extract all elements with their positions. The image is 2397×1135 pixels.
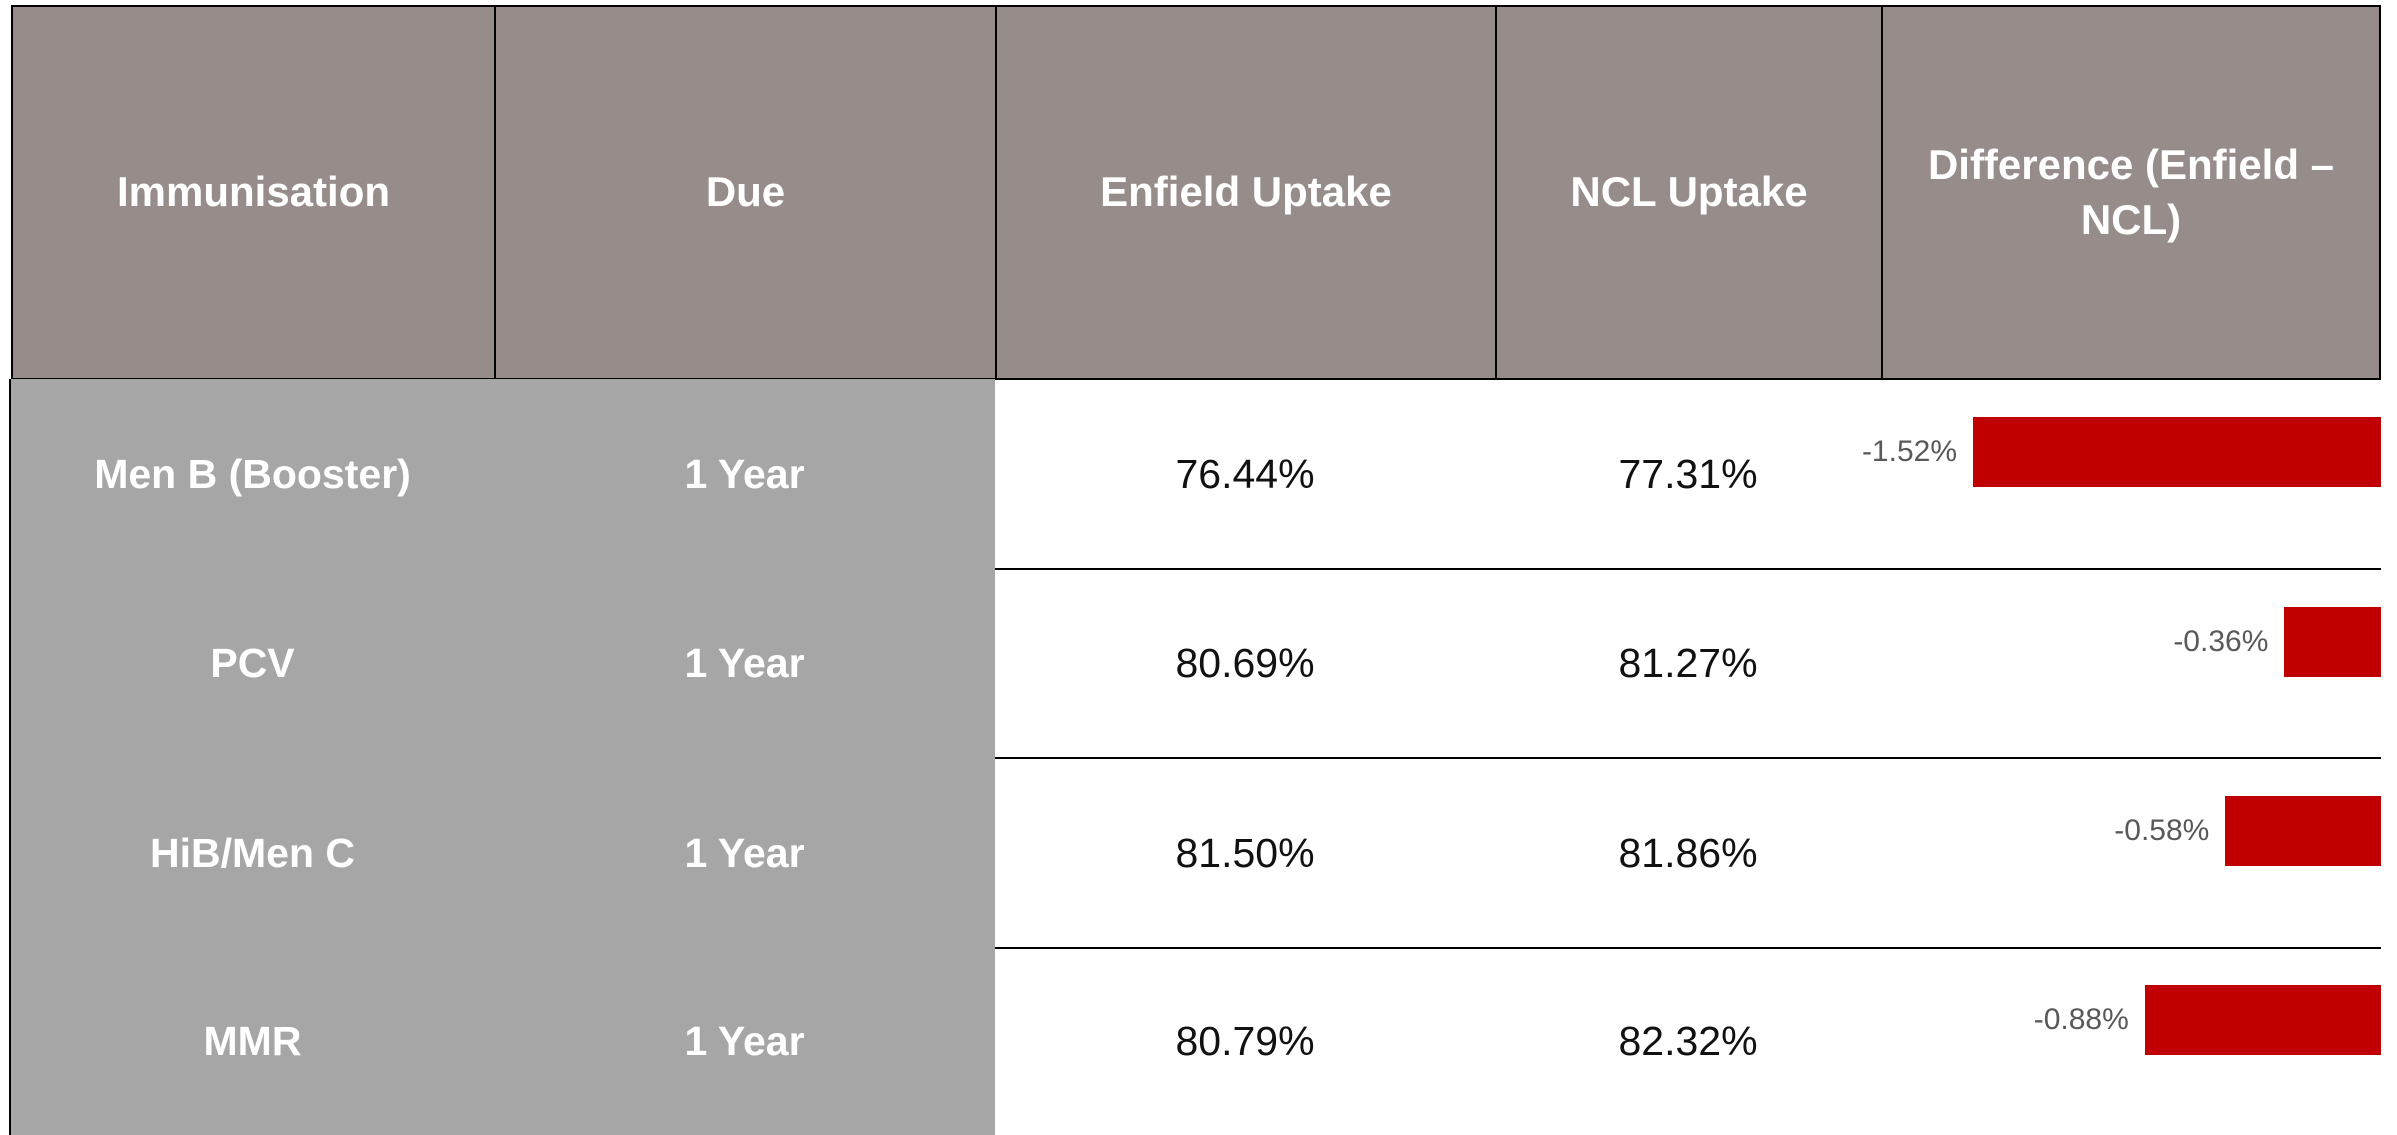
row-label: Men B (Booster)	[11, 379, 494, 569]
row-label: 1 Year	[494, 569, 995, 758]
row-divider	[995, 568, 2381, 570]
row-label: PCV	[11, 569, 494, 758]
header-cell: NCL Uptake	[1495, 5, 1883, 380]
value-cell: 81.50%	[1175, 829, 1315, 876]
header-cell: Immunisation	[11, 5, 496, 380]
difference-bar	[2144, 984, 2381, 1055]
value-cell: 82.32%	[1618, 1018, 1758, 1064]
difference-label: -0.58%	[2114, 814, 2210, 847]
value-cell: 76.44%	[1175, 450, 1315, 497]
divider	[9, 379, 11, 1135]
row-label: 1 Year	[494, 379, 995, 569]
difference-bar	[2225, 796, 2381, 866]
value-cell: 81.27%	[1618, 640, 1758, 686]
row-divider	[995, 947, 2381, 949]
difference-label: -0.88%	[2033, 1002, 2129, 1036]
difference-bar	[2284, 606, 2381, 677]
value-cell: 77.31%	[1618, 450, 1758, 497]
row-label: 1 Year	[494, 948, 995, 1135]
header-cell: Enfield Uptake	[995, 5, 1497, 380]
row-label: 1 Year	[494, 758, 995, 948]
row-label: MMR	[11, 948, 494, 1135]
difference-label: -0.36%	[2173, 624, 2269, 658]
difference-label: -1.52%	[1861, 435, 1957, 468]
value-cell: 80.69%	[1175, 640, 1315, 686]
difference-bar	[1973, 417, 2381, 487]
header-cell: Due	[494, 5, 997, 380]
value-cell: 80.79%	[1175, 1018, 1315, 1064]
row-label: HiB/Men C	[11, 758, 494, 948]
header-cell: Difference (Enfield – NCL)	[1881, 5, 2381, 380]
row-divider	[995, 757, 2381, 759]
value-cell: 81.86%	[1618, 829, 1758, 876]
